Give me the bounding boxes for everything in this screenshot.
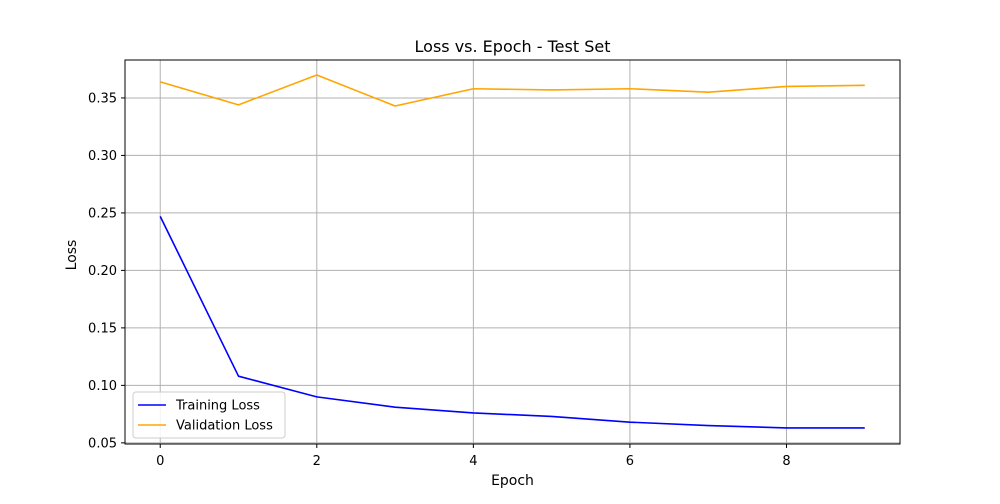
x-tick-label: 0 (156, 454, 164, 469)
y-axis-label: Loss (64, 240, 80, 271)
chart-title: Loss vs. Epoch - Test Set (415, 37, 611, 56)
legend-box (132, 391, 286, 439)
legend: Training Loss Validation Loss (132, 391, 286, 439)
x-tick-label: 2 (313, 454, 321, 469)
legend-label-training-loss: Training Loss (175, 399, 260, 414)
series-group (159, 74, 865, 429)
y-tick-label: 0.35 (88, 91, 117, 106)
plot-frame (124, 59, 901, 445)
ticks: 0 2 4 6 8 0.05 0.10 0.15 0.20 0.25 0.30 0.35 (88, 91, 791, 469)
legend-label-validation-loss: Validation Loss (176, 419, 273, 434)
y-tick-label: 0.10 (88, 379, 117, 394)
x-axis-label: Epoch (491, 473, 534, 489)
x-tick-label: 8 (782, 454, 790, 469)
y-tick-label: 0.25 (88, 206, 117, 221)
grid (125, 60, 900, 444)
x-tick-label: 4 (469, 454, 477, 469)
y-tick-label: 0.15 (88, 321, 117, 336)
validation-loss-line (160, 74, 865, 107)
y-tick-label: 0.30 (88, 149, 117, 164)
y-tick-label: 0.20 (88, 264, 117, 279)
y-tick-label: 0.05 (88, 436, 117, 451)
training-loss-line (159, 216, 865, 429)
x-tick-label: 6 (626, 454, 634, 469)
